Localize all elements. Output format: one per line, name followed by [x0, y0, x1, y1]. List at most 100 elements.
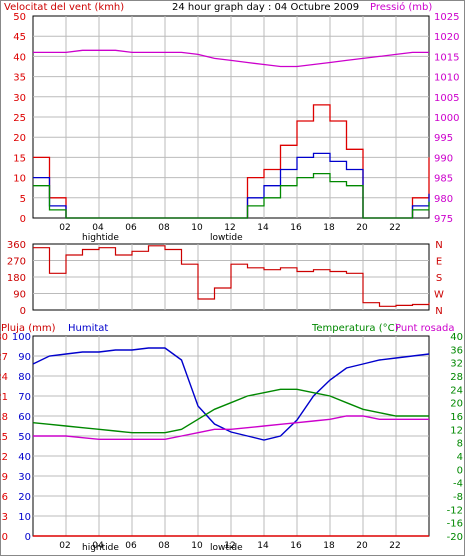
humidity-tick-label: 10	[18, 512, 31, 523]
temperature-tick-label: 32	[450, 359, 463, 370]
compass-label: N	[435, 306, 442, 317]
pressure-tick-label: 995	[434, 133, 453, 144]
rain-tick-label: 24	[0, 372, 8, 383]
compass-label: S	[436, 273, 442, 284]
pressure-tick-label: 990	[434, 153, 453, 164]
temperature-tick-label: 28	[450, 372, 463, 383]
x-tick-label: 14	[257, 541, 269, 551]
compass-label: E	[436, 257, 442, 268]
rain-tick-label: 27	[0, 352, 8, 363]
pressure-tick-label: 1000	[434, 113, 459, 124]
temperature-legend: Temperatura (°C)	[311, 323, 399, 334]
rain-tick-label: 3	[2, 512, 8, 523]
pressure-tick-label: 1020	[434, 32, 459, 43]
rain-tick-label: 6	[2, 492, 8, 503]
humidity-tick-label: 100	[12, 332, 31, 343]
wind-tick-label: 0	[20, 214, 26, 225]
direction-tick-label: 180	[7, 273, 26, 284]
wind-tick-label: 20	[13, 133, 26, 144]
humidity-tick-label: 50	[18, 432, 31, 443]
rain-tick-label: 18	[0, 412, 8, 423]
temperature-tick-label: 20	[450, 399, 463, 410]
humidity-tick-label: 90	[18, 352, 31, 363]
temperature-tick-label: -12	[447, 505, 463, 516]
rain-tick-label: 12	[0, 452, 8, 463]
lowtide-label-bottom: lowtide	[210, 543, 243, 553]
x-tick-label: 16	[290, 223, 302, 233]
hightide-label-top: hightide	[82, 233, 119, 243]
temperature-tick-label: -8	[453, 492, 463, 503]
direction-tick-label: 270	[7, 257, 26, 268]
humidity-tick-label: 20	[18, 492, 31, 503]
temperature-tick-label: 12	[450, 425, 463, 436]
humidity-tick-label: 60	[18, 412, 31, 423]
lowtide-label-top: lowtide	[210, 233, 243, 243]
hightide-label-bottom: hightide	[82, 543, 119, 553]
humidity-tick-label: 70	[18, 392, 31, 403]
x-tick-label: 22	[389, 541, 400, 551]
wind-tick-label: 25	[13, 113, 26, 124]
temperature-tick-label: 0	[457, 465, 463, 476]
x-tick-label: 06	[125, 541, 137, 551]
x-tick-label: 20	[356, 223, 368, 233]
chart-title: 24 hour graph day : 04 Octubre 2009	[172, 2, 359, 13]
temperature-tick-label: 16	[450, 412, 463, 423]
pressure-tick-label: 1010	[434, 73, 459, 84]
wind-axis-title: Velocitat del vent (kmh)	[4, 2, 124, 13]
wind-tick-label: 10	[13, 174, 26, 185]
pressure-tick-label: 985	[434, 174, 453, 185]
temperature-tick-label: -4	[453, 479, 463, 490]
dewpoint-legend: Punt rosada	[395, 323, 454, 334]
x-tick-label: 04	[92, 541, 104, 551]
temperature-tick-label: -20	[447, 532, 463, 543]
wind-tick-label: 30	[13, 93, 26, 104]
wind-tick-label: 15	[13, 153, 26, 164]
series-line-pressure	[33, 49, 429, 68]
x-tick-label: 08	[158, 541, 170, 551]
series-lines	[32, 49, 430, 537]
rain-tick-label: 15	[0, 432, 8, 443]
series-line-temperature	[32, 388, 429, 434]
pressure-tick-label: 975	[434, 214, 453, 225]
series-line-direction	[33, 245, 430, 307]
x-tick-label: 18	[323, 541, 335, 551]
humidity-tick-label: 40	[18, 452, 31, 463]
rain-tick-label: 30	[0, 332, 8, 343]
pressure-axis-title: Pressió (mb)	[370, 1, 432, 13]
humidity-tick-label: 0	[25, 532, 31, 543]
x-tick-label: 14	[257, 223, 269, 233]
humidity-tick-label: 30	[18, 472, 31, 483]
rain-tick-label: 9	[2, 472, 8, 483]
rain-tick-label: 0	[2, 532, 8, 543]
direction-tick-label: 0	[20, 306, 26, 317]
rain-legend: Pluja (mm)	[1, 323, 56, 334]
temperature-tick-label: 40	[450, 332, 463, 343]
x-tick-label: 20	[356, 541, 368, 551]
pressure-tick-label: 1025	[434, 12, 459, 23]
x-tick-label: 08	[158, 223, 170, 233]
temperature-tick-label: 4	[457, 452, 463, 463]
x-tick-label: 04	[92, 223, 104, 233]
wind-tick-label: 45	[13, 32, 26, 43]
temperature-tick-label: 8	[457, 439, 463, 450]
x-tick-label: 12	[224, 223, 235, 233]
wind-tick-label: 35	[13, 73, 26, 84]
pressure-tick-label: 980	[434, 194, 453, 205]
pressure-tick-label: 1015	[434, 52, 459, 63]
x-tick-label: 10	[191, 223, 203, 233]
temperature-tick-label: 24	[450, 385, 463, 396]
compass-label: N	[435, 240, 442, 251]
x-tick-label: 18	[323, 223, 335, 233]
series-line-wind-2	[33, 172, 430, 219]
direction-tick-label: 90	[13, 290, 26, 301]
wind-tick-label: 5	[20, 194, 26, 205]
wind-tick-label: 40	[13, 52, 26, 63]
x-tick-label: 12	[224, 541, 235, 551]
x-tick-label: 22	[389, 223, 400, 233]
x-tick-label: 16	[290, 541, 302, 551]
pressure-tick-label: 1005	[434, 93, 459, 104]
x-tick-label: 06	[125, 223, 137, 233]
direction-tick-label: 360	[7, 240, 26, 251]
